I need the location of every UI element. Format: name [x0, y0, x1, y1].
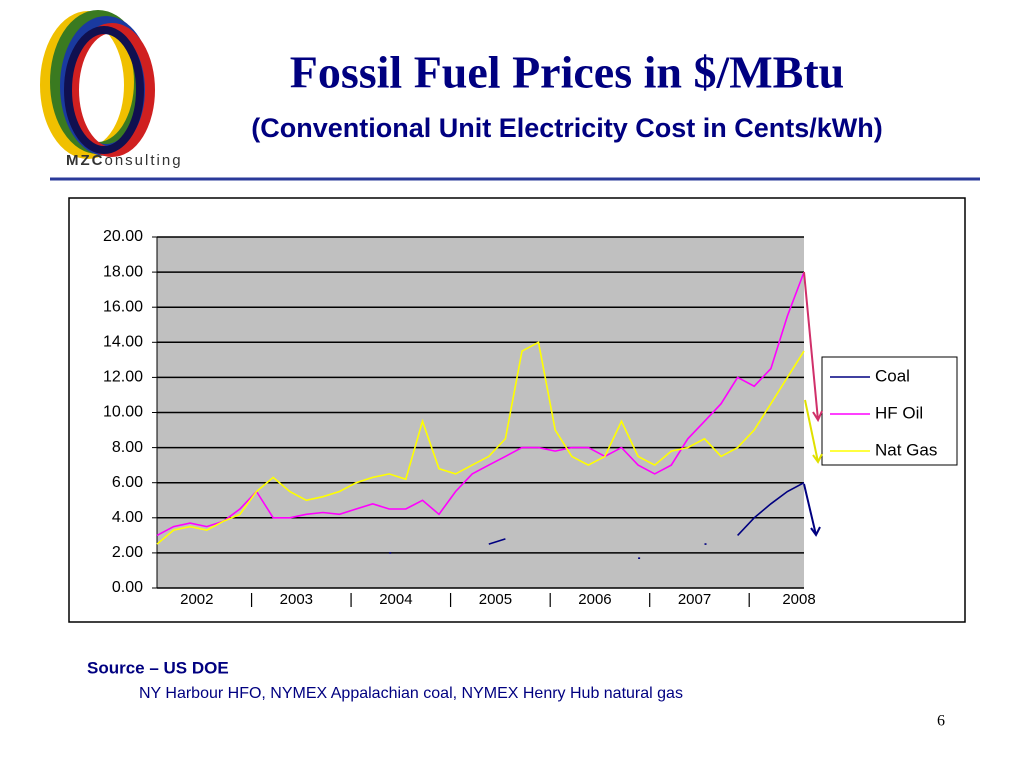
title: Fossil Fuel Prices in $/MBtu: [290, 47, 845, 98]
x-tick-label: |: [449, 591, 453, 608]
x-tick-label: 2003: [280, 591, 313, 608]
logo-rest: onsulting: [105, 152, 183, 169]
y-tick-label: 0.00: [112, 579, 143, 596]
series-line: [156, 341, 805, 545]
logo-ring: [64, 26, 144, 154]
x-tick-label: 2005: [479, 591, 512, 608]
x-tick-label: 2008: [782, 591, 815, 608]
x-tick-label: 2004: [379, 591, 412, 608]
chart: 0.00 2.00 4.00 6.00 8.00 10.00 12.00 14.00 16.00…: [103, 228, 816, 608]
series-line: [156, 271, 805, 537]
y-tick-label: 14.00: [103, 334, 143, 351]
y-tick-label: 12.00: [103, 369, 143, 386]
y-tick-label: 4.00: [112, 509, 143, 526]
y-tick-label: 8.00: [112, 439, 143, 456]
x-tick-label: |: [648, 591, 652, 608]
legend: Coal HF Oil Nat Gas: [830, 366, 937, 459]
y-tick-label: 18.00: [103, 263, 143, 280]
legend-label: HF Oil: [875, 403, 923, 422]
y-tick-label: 10.00: [103, 404, 143, 421]
y-tick-label: 6.00: [112, 474, 143, 491]
x-tick-label: |: [548, 591, 552, 608]
logo-bold: MZC: [66, 152, 105, 169]
subtitle: (Conventional Unit Electricity Cost in C…: [251, 113, 883, 143]
series-line: [389, 481, 805, 559]
legend-label: Nat Gas: [875, 440, 937, 459]
source-heading: Source – US DOE: [87, 658, 229, 677]
page-number: 6: [937, 713, 945, 730]
legend-box: [821, 356, 958, 466]
x-tick-label: 2002: [180, 591, 213, 608]
logo: MZConsulting: [40, 10, 183, 169]
x-tick-label: |: [747, 591, 751, 608]
y-tick-label: 20.00: [103, 228, 143, 245]
y-tick-label: 16.00: [103, 298, 143, 315]
arrow: [803, 483, 821, 537]
y-tick-label: 2.00: [112, 544, 143, 561]
x-tick-label: |: [250, 591, 254, 608]
legend-label: Coal: [875, 366, 910, 385]
x-tick-label: |: [349, 591, 353, 608]
arrow: [804, 399, 823, 464]
arrow: [803, 271, 823, 423]
annotation-arrows: [803, 271, 823, 537]
x-tick-label: 2006: [578, 591, 611, 608]
source-note: NY Harbour HFO, NYMEX Appalachian coal, …: [139, 685, 683, 702]
x-tick-label: 2007: [678, 591, 711, 608]
logo-text: MZConsulting: [66, 152, 183, 169]
